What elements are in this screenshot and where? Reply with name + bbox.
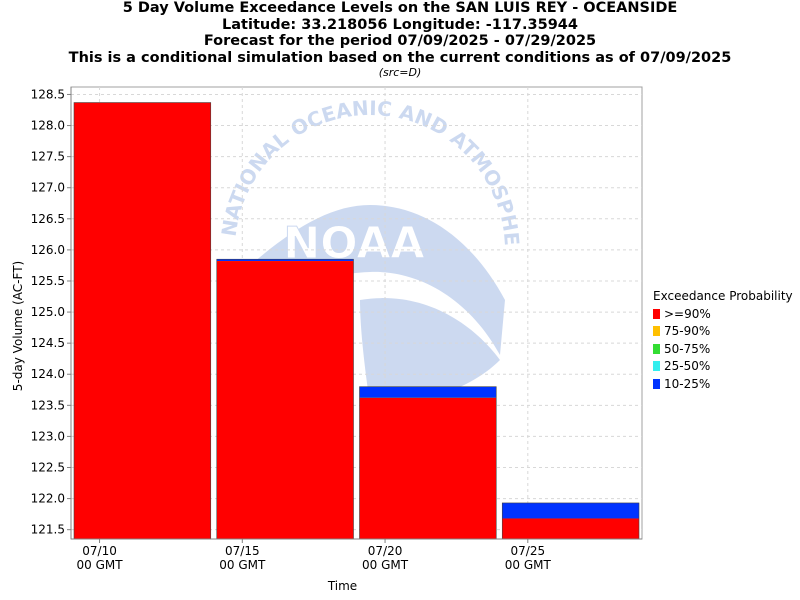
y-tick-label: 124.0 — [31, 367, 65, 381]
y-tick-label: 123.0 — [31, 429, 65, 443]
y-tick-label: 126.5 — [31, 212, 65, 226]
chart-titles: 5 Day Volume Exceedance Levels on the SA… — [0, 0, 800, 80]
legend-item: 10-25% — [653, 375, 793, 393]
legend-swatch — [653, 361, 660, 372]
legend-label: 75-90% — [664, 324, 711, 339]
x-axis-label: Time — [327, 579, 357, 593]
y-axis: 121.5 122.0 122.5 123.0 123.5 124.0 124.5 125.0… — [31, 87, 72, 539]
y-tick-label: 125.0 — [31, 305, 65, 319]
location-line: Latitude: 33.218056 Longitude: -117.3594… — [222, 16, 578, 33]
y-tick-label: 122.0 — [31, 492, 65, 506]
x-tick-label: 07/20 — [368, 544, 403, 558]
bar-90-1 — [74, 102, 211, 539]
legend-items: >=90% 75-90% 50-75% 25-50% 10-25% — [653, 305, 793, 393]
y-tick-label: 122.5 — [31, 461, 65, 475]
x-tick-sublabel: 00 GMT — [505, 558, 552, 572]
legend-swatch — [653, 308, 660, 319]
y-tick-label: 128.0 — [31, 119, 65, 133]
legend-swatch — [653, 343, 660, 354]
legend-label: >=90% — [664, 306, 711, 321]
bar-90-2 — [216, 261, 354, 539]
forecast-period-line: Forecast for the period 07/09/2025 - 07/… — [203, 33, 597, 49]
legend-item: 75-90% — [653, 323, 793, 341]
legend-item: 25-50% — [653, 358, 793, 376]
legend-label: 50-75% — [664, 341, 711, 356]
bar-90-3 — [359, 397, 497, 539]
legend-label: 25-50% — [664, 359, 711, 374]
y-tick-label: 125.5 — [31, 274, 65, 288]
x-tick-sublabel: 00 GMT — [77, 558, 124, 572]
y-tick-label: 124.5 — [31, 336, 65, 350]
simulation-note: This is a conditional simulation based o… — [68, 49, 732, 66]
bars — [73, 102, 640, 540]
bar-90-4 — [502, 518, 639, 539]
y-tick-label: 121.5 — [31, 523, 65, 537]
legend-item: 50-75% — [653, 340, 793, 358]
source-note: (src=D) — [378, 66, 422, 79]
y-tick-label: 128.5 — [31, 87, 65, 101]
y-axis-label: 5-day Volume (AC-FT) — [11, 261, 25, 391]
legend-title: Exceedance Probability — [653, 289, 793, 303]
y-tick-label: 127.0 — [31, 181, 65, 195]
chart-title: 5 Day Volume Exceedance Levels on the SA… — [122, 0, 678, 16]
x-tick-label: 07/15 — [225, 544, 260, 558]
x-tick-label: 07/25 — [511, 544, 546, 558]
legend-item: >=90% — [653, 305, 793, 323]
y-tick-label: 127.5 — [31, 150, 65, 164]
legend-swatch — [653, 326, 660, 337]
legend: Exceedance Probability >=90% 75-90% 50-75%… — [653, 289, 793, 393]
legend-label: 10-25% — [664, 376, 711, 391]
x-tick-label: 07/10 — [82, 544, 117, 558]
legend-swatch — [653, 378, 660, 389]
x-tick-sublabel: 00 GMT — [219, 558, 266, 572]
y-tick-label: 126.0 — [31, 243, 65, 257]
x-tick-sublabel: 00 GMT — [362, 558, 409, 572]
y-tick-label: 123.5 — [31, 398, 65, 412]
